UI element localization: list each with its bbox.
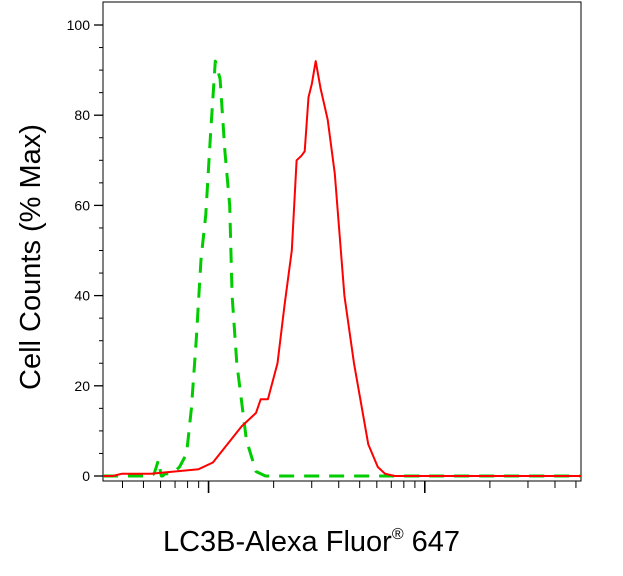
y-axis-label: Cell Counts (% Max) (15, 124, 47, 390)
plot-frame (102, 1, 582, 482)
series-line-dashed (103, 59, 581, 478)
y-tick-label: 0 (82, 468, 90, 484)
y-tick-label: 80 (74, 107, 90, 123)
y-axis: 0 20 40 60 80 100 (67, 17, 103, 484)
x-axis-label-suffix: 647 (403, 526, 461, 558)
y-tick-label: 60 (74, 197, 90, 213)
registered-mark: ® (391, 526, 404, 543)
y-tick-label: 40 (74, 288, 90, 304)
series-layer (103, 59, 581, 478)
x-axis-label-prefix: LC3B-Alexa Fluor (162, 526, 392, 558)
y-tick-label: 20 (74, 378, 90, 394)
y-tick-label: 100 (67, 17, 91, 33)
x-axis (121, 481, 577, 493)
series-line-solid (103, 60, 581, 477)
x-axis-label: LC3B-Alexa Fluor® 647 (0, 526, 623, 559)
